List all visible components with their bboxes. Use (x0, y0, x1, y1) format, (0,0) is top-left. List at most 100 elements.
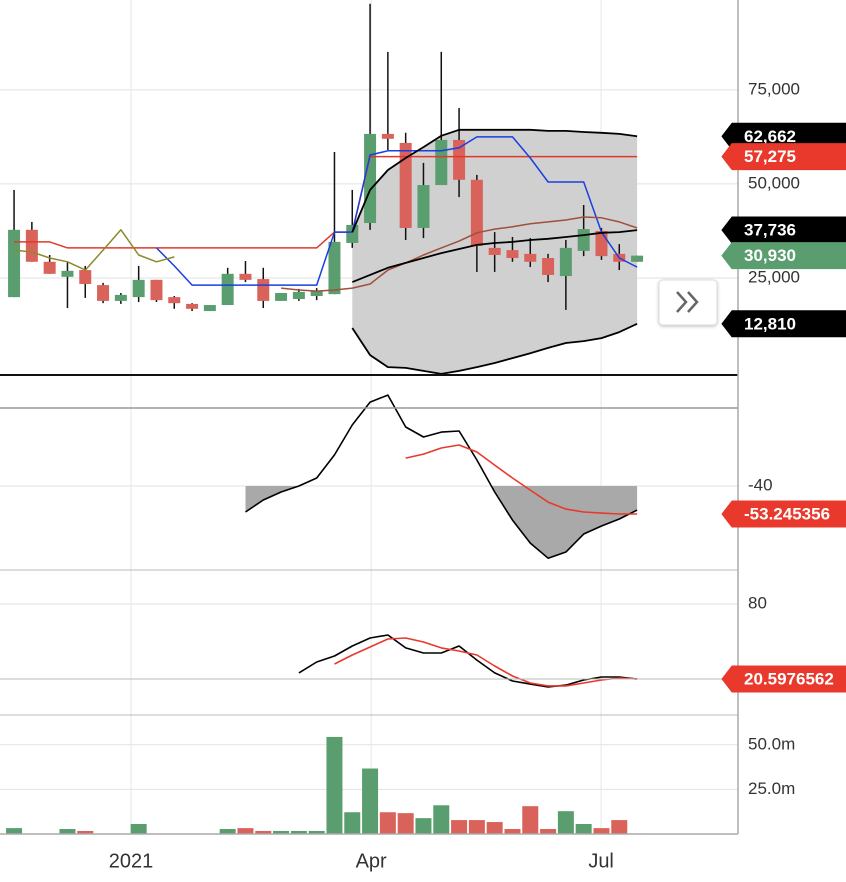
volume-bar (540, 829, 557, 834)
volume-bar (593, 828, 610, 834)
candle-body (399, 142, 412, 228)
volume-bar (308, 830, 325, 834)
candle-body (61, 270, 74, 277)
candle-body (203, 305, 216, 312)
chevron-icon (687, 291, 699, 313)
axis-labels: 25,000 50,000 75,000 -40 80 25.0m 50.0m 2021 Apr… (109, 79, 800, 872)
volume-bar (379, 812, 396, 834)
candle-body (292, 291, 305, 300)
candle-body (542, 258, 555, 275)
candle-body (328, 241, 341, 295)
volume-bar (522, 806, 539, 834)
candle-body (524, 253, 537, 262)
y-tick-label: 50.0m (748, 734, 795, 753)
frame (0, 0, 739, 835)
price-panel (8, 3, 644, 375)
candle-body (470, 179, 483, 246)
oscillator-panel (298, 634, 638, 688)
candle-body (453, 139, 466, 180)
y-tick-label: 80 (748, 593, 767, 612)
volume-bar (504, 829, 521, 834)
value-label: 62,662 (744, 127, 796, 146)
line-series (351, 229, 638, 283)
x-tick-label: Jul (588, 850, 614, 872)
y-tick-label: -40 (748, 476, 773, 495)
value-label-box (721, 665, 846, 693)
volume-bar (6, 828, 23, 834)
candle-body (239, 273, 252, 280)
line-series (245, 394, 638, 559)
candle-body (631, 255, 644, 262)
candle-body (381, 133, 394, 139)
chevron-icon (676, 291, 688, 313)
volume-bar (344, 812, 361, 834)
candle-body (506, 250, 519, 259)
volume-bar (486, 822, 503, 834)
volume-panel (6, 736, 646, 834)
volume-bar (468, 820, 485, 834)
candle-body (417, 185, 430, 228)
candle-body (114, 294, 127, 301)
volume-bar (59, 829, 76, 834)
area-fill (245, 486, 638, 559)
candle-body (221, 273, 234, 306)
line-series (334, 637, 638, 687)
candle-body (275, 293, 288, 301)
value-label-box (721, 143, 846, 171)
line-series (14, 155, 638, 249)
candle-body (132, 279, 145, 298)
candle-body (364, 133, 377, 224)
x-tick-label: Apr (356, 850, 387, 872)
value-label: 20.5976562 (744, 669, 834, 688)
value-label: 57,275 (744, 147, 796, 166)
volume-bar (397, 813, 414, 834)
candle-body (577, 229, 590, 251)
volume-bar (415, 818, 432, 834)
line-series (351, 128, 638, 233)
candle-body (435, 139, 448, 186)
line-series (405, 444, 638, 515)
candle-body (559, 247, 572, 277)
oscillator-panel (245, 394, 638, 559)
volume-bar (433, 805, 450, 834)
candle-body (346, 224, 359, 243)
value-label: 12,810 (744, 314, 796, 333)
volume-bar (130, 824, 147, 834)
x-tick-label: 2021 (109, 850, 154, 872)
volume-bar (273, 830, 290, 834)
value-label: 30,930 (744, 246, 796, 265)
line-series (155, 136, 638, 286)
scroll-button-box[interactable] (658, 279, 718, 326)
value-label-box (721, 216, 846, 244)
candle-body (488, 247, 501, 256)
value-label: -53.245356 (744, 505, 830, 524)
line-series (14, 229, 175, 271)
candle-body (25, 229, 38, 262)
candle-body (257, 279, 270, 301)
candle-body (43, 261, 56, 274)
candle-body (310, 291, 323, 297)
candle-body (168, 297, 181, 304)
volume-bar (575, 824, 592, 834)
candle-body (97, 285, 110, 301)
candle-body (150, 279, 163, 301)
volume-bar (451, 820, 468, 834)
value-label-box (721, 310, 846, 338)
candle-body (79, 270, 92, 284)
value-label-box (721, 500, 846, 528)
candle-body (8, 229, 21, 298)
scroll-button[interactable] (658, 279, 718, 326)
value-label: 37,736 (744, 221, 796, 240)
volume-bar (557, 811, 574, 834)
value-label-box (721, 242, 846, 270)
line-series (351, 322, 638, 375)
y-tick-label: 50,000 (748, 173, 800, 192)
y-tick-label: 25.0m (748, 779, 795, 798)
y-tick-label: 75,000 (748, 79, 800, 98)
volume-bar (255, 830, 272, 834)
line-series (281, 216, 638, 292)
